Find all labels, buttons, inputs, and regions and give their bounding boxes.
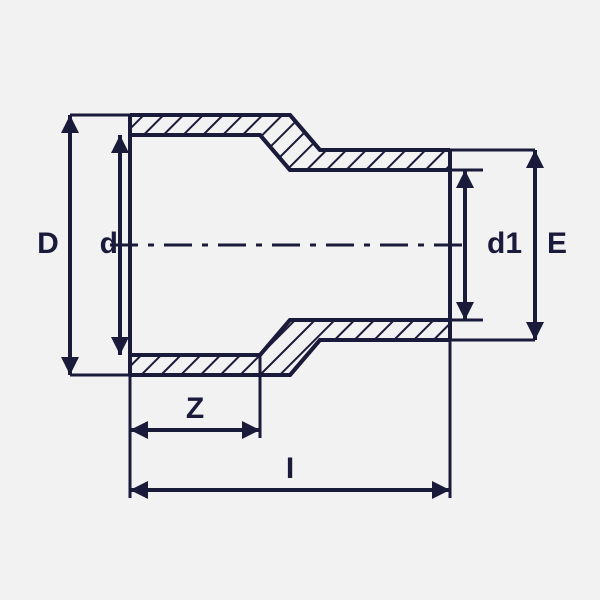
d1-label: d1 <box>487 227 522 260</box>
I-label: I <box>286 452 294 485</box>
Z-label: Z <box>186 392 204 425</box>
D-label: D <box>37 227 59 260</box>
d-label: d <box>100 227 118 260</box>
E-label: E <box>547 227 567 260</box>
